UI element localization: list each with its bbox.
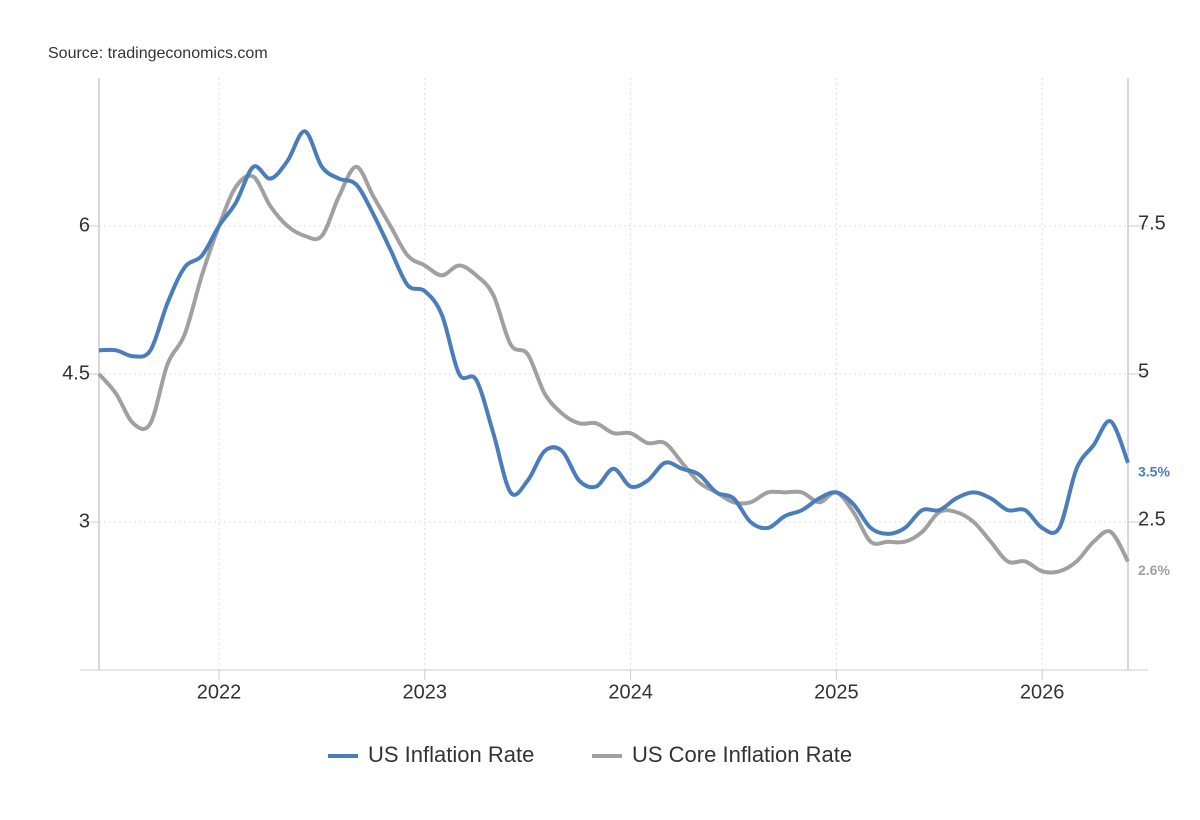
y2-tick-label: 5 [1138, 360, 1149, 382]
y-tick-label: 3 [79, 510, 90, 532]
y-tick-label: 6 [79, 214, 90, 236]
y2-tick-label: 2.5 [1138, 508, 1166, 530]
legend-label: US Inflation Rate [368, 742, 534, 767]
value-label: 3.5% [1138, 464, 1170, 480]
series-line [97, 164, 1130, 575]
value-label: 2.6% [1138, 562, 1170, 578]
x-tick-label: 2023 [403, 681, 448, 703]
x-tick-label: 2022 [197, 681, 242, 703]
x-tick-label: 2025 [814, 681, 859, 703]
series-line [98, 129, 1130, 536]
legend-label: US Core Inflation Rate [632, 742, 852, 767]
y-tick-label: 4.5 [62, 362, 90, 384]
x-tick-label: 2024 [608, 681, 653, 703]
y2-tick-label: 7.5 [1138, 212, 1166, 234]
source-note: Source: tradingeconomics.com [48, 45, 268, 62]
x-tick-label: 2026 [1020, 681, 1065, 703]
